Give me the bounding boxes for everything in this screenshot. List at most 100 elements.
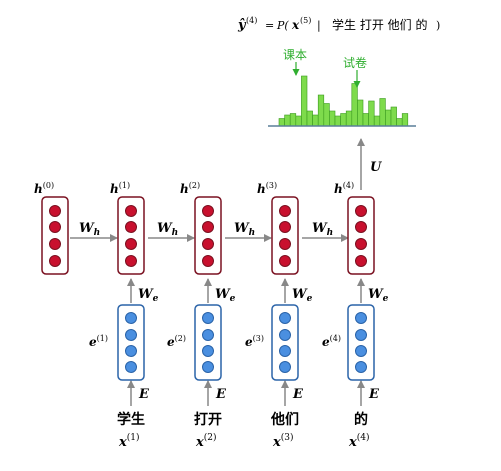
hidden-neuron <box>202 221 214 233</box>
hidden-neuron <box>355 255 367 267</box>
histogram-bar <box>373 115 381 127</box>
hidden-neuron <box>125 238 137 250</box>
hidden-box-2 <box>194 196 222 275</box>
histogram-bar <box>357 99 364 127</box>
embedding-box-3 <box>271 304 299 381</box>
hidden-box-1 <box>117 196 145 275</box>
embedding-4: e(4) <box>322 304 375 381</box>
we-label-4: We <box>368 287 389 304</box>
embedding-neuron <box>355 329 367 341</box>
embedding-box-2 <box>194 304 222 381</box>
hidden-neuron <box>279 221 291 233</box>
hidden-neuron <box>202 255 214 267</box>
hidden-box-4 <box>347 196 375 275</box>
histogram-bar <box>278 118 285 127</box>
input-word-2: 打开 <box>194 411 222 428</box>
hidden-state-0: h(0) <box>34 181 69 275</box>
embedding-neuron <box>279 329 291 341</box>
input-word-3: 他们 <box>270 411 299 428</box>
hidden-neuron <box>49 205 61 217</box>
histogram-bar <box>379 98 386 127</box>
hidden-neuron <box>49 238 61 250</box>
embedding-neuron <box>279 312 291 324</box>
hidden-neuron <box>355 238 367 250</box>
e-weight-label-3: E <box>292 387 304 402</box>
histogram-bar <box>362 113 369 127</box>
we-label-3: We <box>292 287 313 304</box>
input-weight-connections: We We We We <box>127 278 389 304</box>
hidden-box-0 <box>41 196 69 275</box>
hidden-state-4: h(4) <box>334 181 375 275</box>
embedding-1: e(1) <box>89 304 145 381</box>
e-weight-label-2: E <box>215 387 227 402</box>
hidden-label-2: h(2) <box>180 181 200 196</box>
hidden-neuron <box>355 205 367 217</box>
hidden-neuron <box>202 238 214 250</box>
histogram-bar <box>317 94 325 127</box>
input-x-label-3: x(3) <box>272 432 294 450</box>
embedding-2: e(2) <box>167 304 222 381</box>
hidden-state-2: h(2) <box>180 181 222 275</box>
wh-label-4: Wh <box>312 221 333 238</box>
e-weight-label-4: E <box>368 387 380 402</box>
formula-equals: = <box>265 19 274 32</box>
hidden-neuron <box>202 205 214 217</box>
wh-label-1: Wh <box>79 221 100 238</box>
formula-p-open: P( <box>276 19 289 32</box>
histogram-label-exam: 试卷 <box>343 55 367 70</box>
wh-label-2: Wh <box>157 221 178 238</box>
embedding-neuron <box>125 345 137 357</box>
embedding-label-3: e(3) <box>245 334 264 349</box>
histogram-bar <box>284 114 291 127</box>
histogram-bar <box>390 106 397 127</box>
histogram-bar <box>334 115 341 127</box>
hidden-label-4: h(4) <box>334 181 354 196</box>
embedding-neuron <box>355 345 367 357</box>
hidden-label-1: h(1) <box>110 181 130 196</box>
hidden-label-0: h(0) <box>34 181 54 196</box>
probability-histogram <box>268 75 416 127</box>
embedding-neuron <box>202 329 214 341</box>
input-x-label-2: x(2) <box>195 432 217 450</box>
histogram-bar <box>345 110 353 127</box>
embedding-neuron <box>125 312 137 324</box>
embedding-label-4: e(4) <box>322 334 341 349</box>
formula-x-sup: (5) <box>300 16 311 25</box>
embedding-neuron <box>355 361 367 373</box>
embedding-neuron <box>202 312 214 324</box>
histogram-bar <box>401 113 409 127</box>
we-label-1: We <box>138 287 159 304</box>
hidden-neuron <box>125 221 137 233</box>
embedding-neuron <box>279 345 291 357</box>
wh-label-3: Wh <box>234 221 255 238</box>
input-tokens: 学生 打开 他们 的 x(1) x(2) x(3) x(4) <box>117 411 370 450</box>
embedding-3: e(3) <box>245 304 299 381</box>
histogram-bar <box>329 110 336 127</box>
embedding-connections: E E E E <box>127 380 380 406</box>
histogram-bar <box>368 100 375 127</box>
hidden-neuron <box>279 238 291 250</box>
embedding-neuron <box>125 329 137 341</box>
histogram-bar <box>289 113 297 127</box>
embedding-label-1: e(1) <box>89 334 108 349</box>
hidden-label-3: h(3) <box>257 181 277 196</box>
hidden-neuron <box>279 255 291 267</box>
histogram-bar <box>306 110 313 127</box>
hidden-neuron <box>125 255 137 267</box>
embedding-box-4 <box>347 304 375 381</box>
embedding-neuron <box>202 345 214 357</box>
formula-bar: | <box>317 19 321 33</box>
hidden-neuron <box>125 205 137 217</box>
input-word-1: 学生 <box>117 411 145 428</box>
hidden-neuron <box>355 221 367 233</box>
histogram-bar <box>385 109 392 127</box>
histogram-bar <box>295 115 302 127</box>
output-weight-u: U <box>370 160 382 175</box>
formula-yhat-sup: (4) <box>246 16 257 25</box>
histogram-bar <box>323 103 330 127</box>
formula-context: 学生 打开 他们 的 <box>332 17 427 32</box>
histogram-bar <box>351 83 358 127</box>
embedding-neuron <box>125 361 137 373</box>
output-formula: ŷ (4) = P( x (5) | 学生 打开 他们 的 ) <box>237 16 440 33</box>
histogram-label-textbook: 课本 <box>283 48 307 62</box>
